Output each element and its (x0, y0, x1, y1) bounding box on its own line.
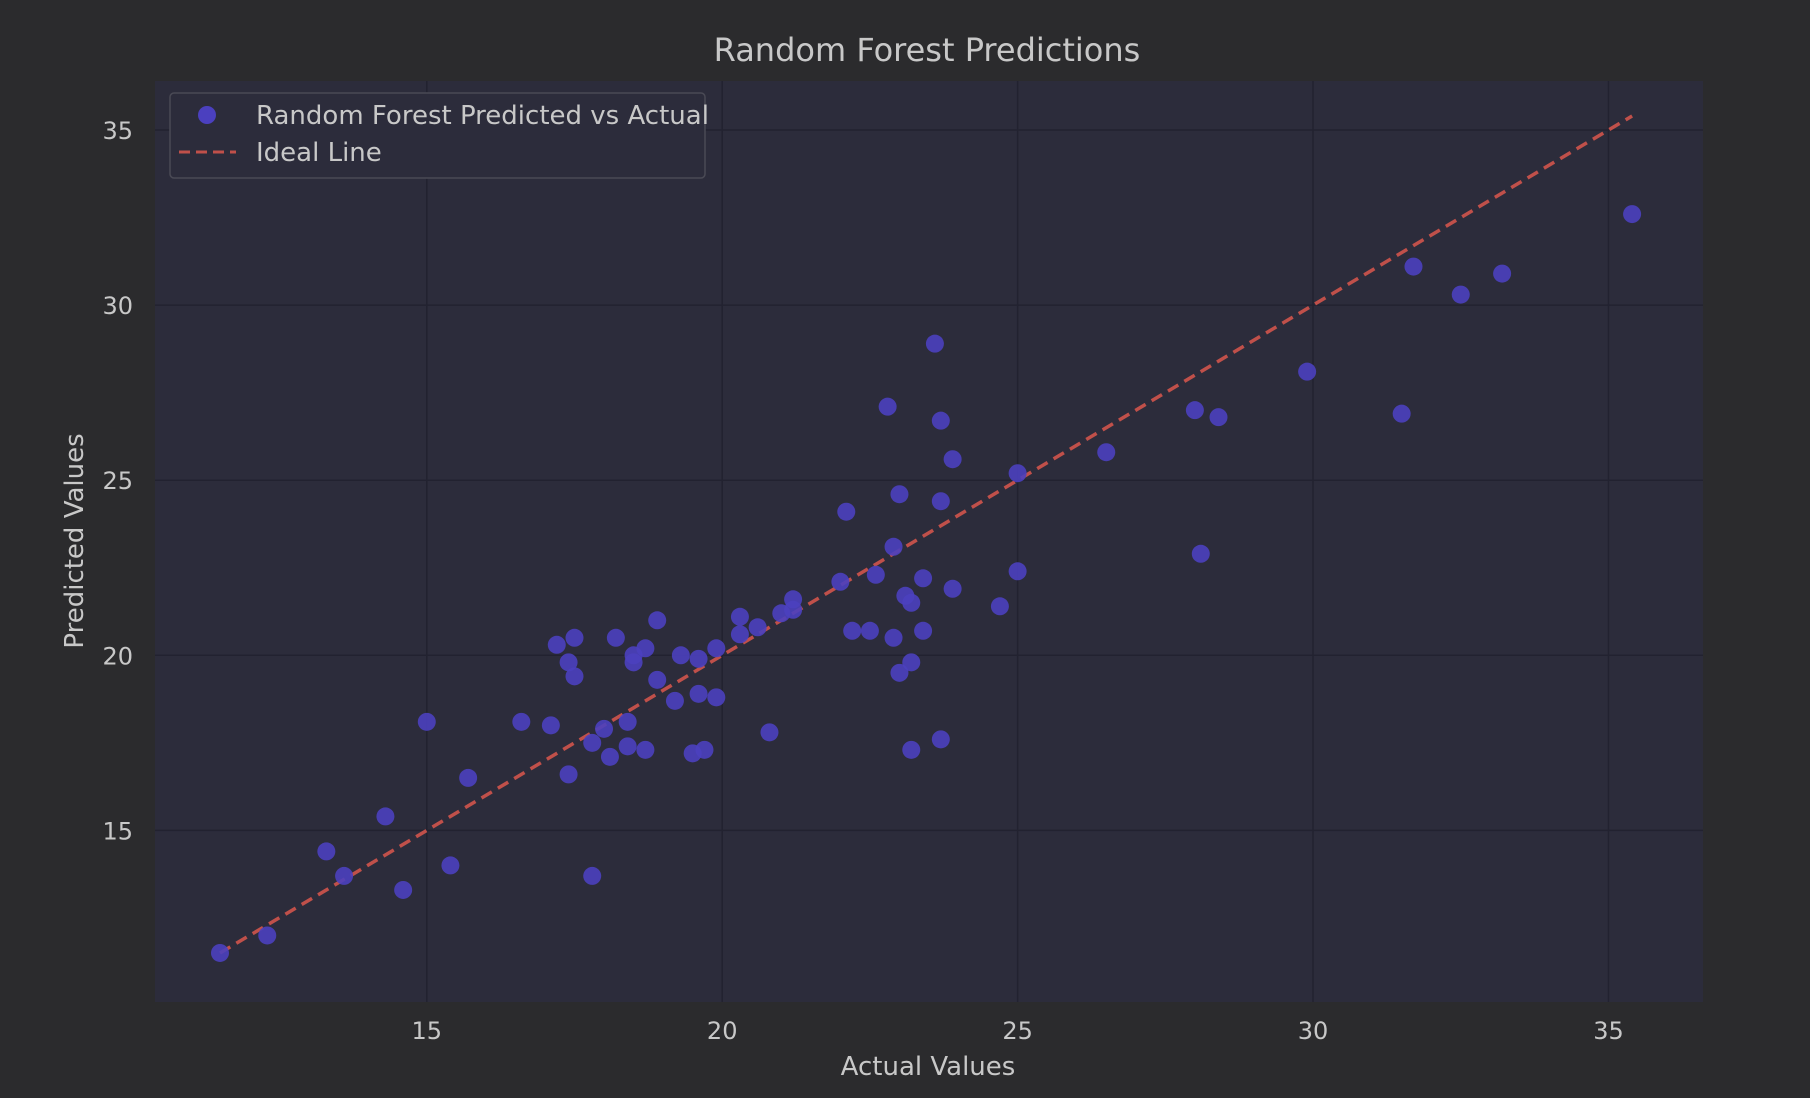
scatter-point (559, 765, 578, 784)
scatter-point (748, 618, 767, 637)
ideal-line (219, 114, 1633, 955)
scatter-point (943, 450, 962, 469)
y-axis-label: Predicted Values (60, 433, 90, 648)
y-tick-label: 35 (102, 117, 133, 145)
scatter-point (943, 579, 962, 598)
scatter-point (884, 537, 903, 556)
ideal-line-layer (219, 114, 1633, 955)
scatter-point (689, 684, 708, 703)
x-axis-label: Actual Values (841, 1052, 1016, 1082)
scatter-point (866, 565, 885, 584)
scatter-point (565, 667, 584, 686)
scatter-point (990, 597, 1009, 616)
grid (155, 81, 1703, 1002)
scatter-point (606, 628, 625, 647)
y-tick-label: 25 (102, 467, 133, 495)
scatter-point (695, 740, 714, 759)
scatter-point (925, 334, 944, 353)
scatter-point (1185, 401, 1204, 420)
scatter-point (931, 411, 950, 430)
scatter-point (914, 569, 933, 588)
legend-box (169, 92, 706, 179)
scatter-point (931, 730, 950, 749)
x-tick-label: 30 (1298, 1017, 1329, 1045)
scatter-point (258, 926, 277, 945)
scatter-point (931, 492, 950, 511)
scatter-point (210, 943, 229, 962)
scatter-point (559, 653, 578, 672)
scatter-point (902, 740, 921, 759)
scatter-point (860, 621, 879, 640)
scatter-point (512, 712, 531, 731)
scatter-point (760, 723, 779, 742)
chart-title: Random Forest Predictions (714, 31, 1141, 69)
y-tick-label: 30 (102, 292, 133, 320)
scatter-point (1008, 562, 1027, 581)
scatter-point (541, 716, 560, 735)
scatter-point (618, 737, 637, 756)
x-tick-label: 15 (412, 1017, 443, 1045)
legend-label-ideal-line: Ideal Line (256, 138, 382, 168)
scatter-point (441, 856, 460, 875)
scatter-point (884, 628, 903, 647)
scatter-point (547, 635, 566, 654)
scatter-point (636, 639, 655, 658)
scatter-point (1623, 205, 1642, 224)
scatter-point (890, 663, 909, 682)
scatter-point (376, 807, 395, 826)
scatter-point (1392, 404, 1411, 423)
legend: Random Forest Predicted vs Actual Ideal … (169, 92, 709, 179)
scatter-point (565, 628, 584, 647)
x-tick-label: 20 (707, 1017, 738, 1045)
scatter-point (394, 880, 413, 899)
scatter-point (1451, 285, 1470, 304)
y-tick-label: 20 (102, 642, 133, 670)
scatter-point (648, 670, 667, 689)
scatter-point (843, 621, 862, 640)
scatter-point (1404, 257, 1423, 276)
scatter-point (665, 691, 684, 710)
x-tick-label: 35 (1593, 1017, 1624, 1045)
axis-ticks: 15 20 25 30 35 15 20 25 30 35 (102, 117, 1623, 1045)
scatter-point (671, 646, 690, 665)
scatter-point (902, 593, 921, 612)
scatter-point (335, 866, 354, 885)
scatter-point (689, 649, 708, 668)
scatter-point (459, 768, 478, 787)
scatter-point (1191, 544, 1210, 563)
scatter-point (730, 625, 749, 644)
scatter-point (730, 607, 749, 626)
scatter-point (648, 611, 667, 630)
scatter-point (595, 719, 614, 738)
scatter-point (831, 572, 850, 591)
x-tick-label: 25 (1002, 1017, 1033, 1045)
scatter-point (1493, 264, 1512, 283)
plot-area (155, 81, 1703, 1002)
scatter-point (417, 712, 436, 731)
scatter-point (583, 733, 602, 752)
scatter-point (707, 688, 726, 707)
scatter-point (618, 712, 637, 731)
scatter-point (1097, 443, 1116, 462)
scatter-point (1298, 362, 1317, 381)
scatter-point (600, 747, 619, 766)
scatter-point (707, 639, 726, 658)
scatter-point (878, 397, 897, 416)
scatter-point (1209, 408, 1228, 427)
scatter-point (784, 600, 803, 619)
scatter-point (636, 740, 655, 759)
scatter-point (902, 653, 921, 672)
scatter-points (210, 205, 1642, 962)
scatter-point (583, 866, 602, 885)
scatter-point (317, 842, 336, 861)
scatter-point (1008, 464, 1027, 483)
scatter-point (914, 621, 933, 640)
scatter-point (837, 502, 856, 521)
scatter-point (890, 485, 909, 504)
legend-label-points: Random Forest Predicted vs Actual (256, 101, 709, 131)
y-tick-label: 15 (102, 817, 133, 845)
legend-marker-points (198, 106, 216, 124)
